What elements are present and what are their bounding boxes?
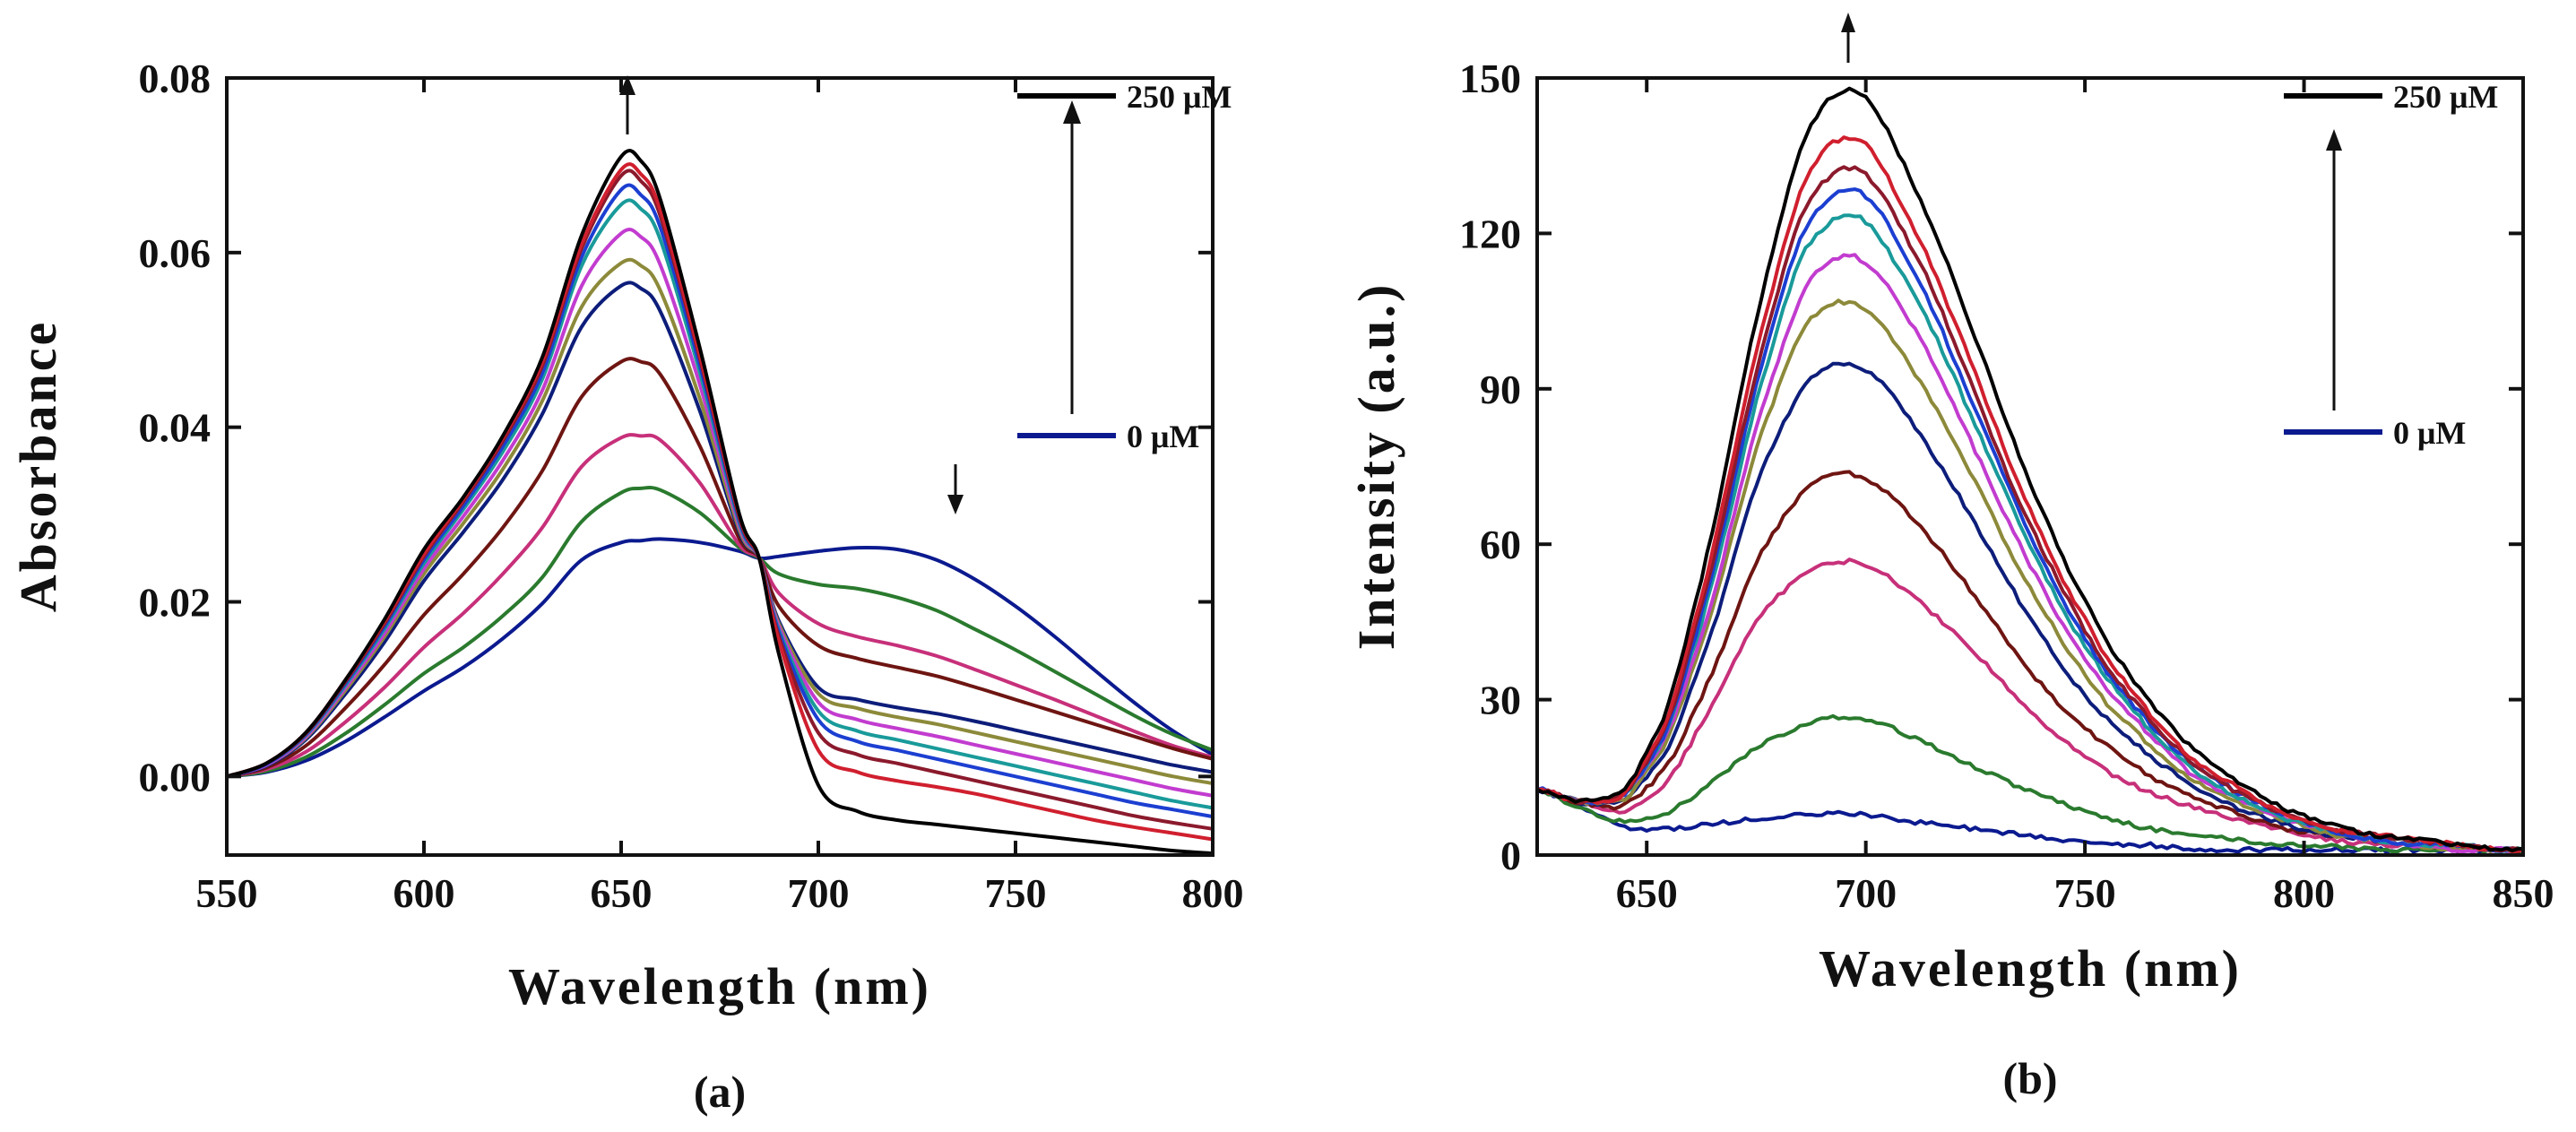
series-line-3 [226,169,1214,831]
x-tick-label: 650 [591,870,653,916]
y-tick-label: 60 [1480,522,1521,567]
legend-top-label: 250 μM [1127,79,1232,115]
x-tick-label: 800 [2273,870,2335,916]
y-tick-label: 150 [1459,56,1521,101]
y-tick-labels: 0.00 0.02 0.04 0.06 0.08 [139,56,212,799]
series-lines [1536,86,2525,854]
series-line-11 [226,485,1214,779]
legend: 250 μM 0 μM [1017,79,1232,454]
y-tick-label: 0.06 [139,230,212,276]
panel-b: 0 30 60 90 120 150 650 700 750 800 850 Intensity … [1347,13,2554,1103]
y-tick-label: 30 [1480,678,1521,723]
x-tick-label: 750 [985,870,1047,916]
y-tick-label: 0.04 [139,405,212,451]
series-line-4 [1536,187,2524,853]
panel-label-a: (a) [694,1067,746,1117]
series-line-7 [226,257,1214,786]
x-tick-label: 850 [2493,870,2554,916]
series-line-12 [226,537,1215,779]
y-tick-labels: 0 30 60 90 120 150 [1459,56,1521,878]
y-tick-label: 90 [1480,367,1521,412]
y-tick-label: 0.08 [139,56,212,101]
y-tick-label: 0.00 [139,754,212,799]
y-tick-label: 120 [1459,211,1521,256]
legend-arrow-head [1063,100,1081,124]
series-line-7 [1536,298,2525,854]
legend-arrow-head [2326,129,2342,151]
y-axis-title: Absorbance [9,320,67,612]
series-line-11 [1536,713,2524,854]
series-lines [226,149,1215,856]
series-line-6 [1536,253,2524,854]
plot-frame [1535,76,2525,857]
series-line-1 [1536,86,2524,853]
tick-marks [225,76,1215,855]
x-tick-labels: 650 700 750 800 850 [1616,870,2554,916]
x-tick-label: 700 [1835,870,1897,916]
x-tick-label: 650 [1616,870,1678,916]
annotation-up-arrow [1841,13,1855,63]
x-axis-title: Wavelength (nm) [1819,939,2242,998]
panel-label-b: (b) [2002,1053,2057,1103]
legend-bottom-label: 0 μM [1127,419,1199,454]
series-line-2 [226,162,1214,842]
y-tick-label: 0.02 [139,579,212,625]
y-axis-title: Intensity (a.u.) [1347,282,1405,651]
legend-top-label: 250 μM [2393,79,2498,115]
series-line-2 [1536,135,2524,854]
annotation-up-arrow [619,75,635,134]
legend-bottom-label: 0 μM [2393,415,2466,451]
series-line-8 [226,281,1214,779]
panel-a: 0.000.020.040.060.08 550 600 650 700 750 800 … [9,56,1244,1117]
series-line-1 [226,149,1214,856]
x-tick-label: 800 [1182,870,1244,916]
x-tick-label: 550 [196,870,258,916]
plot-frame [225,76,1215,857]
y-tick-label: 0 [1500,833,1521,878]
x-tick-labels: 550 600 650 700 750 800 [196,870,1244,916]
x-axis-title: Wavelength (nm) [508,957,931,1015]
series-line-10 [1536,557,2524,854]
x-tick-label: 700 [788,870,850,916]
x-tick-label: 750 [2054,870,2116,916]
series-line-3 [1536,165,2524,853]
tick-marks [1537,76,2525,857]
legend: 250 μM 0 μM [2284,79,2498,451]
series-line-8 [1537,361,2524,853]
series-line-9 [226,357,1214,779]
annotation-down-arrow [947,464,964,514]
x-tick-label: 600 [393,870,455,916]
series-line-10 [226,433,1214,779]
series-line-6 [226,228,1214,798]
